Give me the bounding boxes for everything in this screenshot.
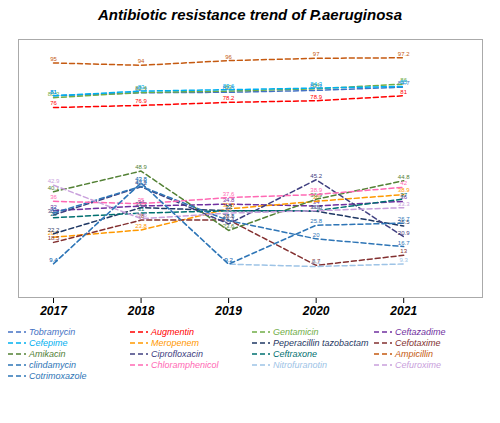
svg-text:81: 81 — [50, 89, 57, 95]
svg-text:31: 31 — [225, 206, 232, 212]
html-text:Ciprofloxacin: Ciprofloxacin — [151, 349, 203, 359]
svg-text:76: 76 — [50, 100, 57, 106]
svg-text:26.4: 26.4 — [222, 216, 235, 223]
svg-text:28.1: 28.1 — [222, 212, 235, 219]
svg-text:26.7: 26.7 — [398, 216, 410, 222]
html-text:Gentamicin: Gentamicin — [273, 327, 319, 337]
svg-text:2018: 2018 — [127, 304, 155, 318]
html-text:Cefuroxime: Cefuroxime — [395, 360, 441, 370]
html-text:clindamycin: clindamycin — [29, 360, 76, 370]
svg-text:20.9: 20.9 — [398, 230, 410, 236]
svg-text:43.8: 43.8 — [135, 176, 147, 182]
html-text:Antibiotic resistance trend of: Antibiotic resistance trend of P.aerugin… — [98, 6, 402, 23]
svg-text:45.2: 45.2 — [310, 173, 322, 179]
svg-text:78.9: 78.9 — [310, 94, 322, 100]
svg-text:76.9: 76.9 — [135, 98, 147, 104]
svg-text:9.4: 9.4 — [49, 257, 58, 263]
svg-text:83: 83 — [138, 84, 145, 90]
svg-text:81: 81 — [400, 89, 407, 95]
svg-text:9.2: 9.2 — [224, 257, 233, 263]
svg-text:16.7: 16.7 — [398, 240, 410, 246]
html-text:Augmentin: Augmentin — [151, 327, 194, 337]
html-text:Chloramphenicol: Chloramphenicol — [151, 360, 219, 370]
svg-text:96: 96 — [225, 54, 232, 60]
svg-text:42: 42 — [400, 180, 407, 186]
svg-text:37: 37 — [400, 192, 407, 198]
svg-text:38.9: 38.9 — [397, 187, 410, 194]
svg-text:94: 94 — [138, 58, 145, 64]
html-text:Tobramycin: Tobramycin — [29, 327, 76, 337]
svg-text:81: 81 — [50, 89, 57, 95]
html-text:Cefotaxime: Cefotaxime — [395, 338, 441, 348]
svg-text:44.8: 44.8 — [398, 174, 410, 180]
html-text:Amikacin: Amikacin — [29, 349, 66, 359]
svg-text:25.8: 25.8 — [310, 218, 322, 224]
html-text:Ampicillin: Ampicillin — [395, 349, 433, 359]
svg-text:31: 31 — [137, 206, 145, 212]
svg-text:9.2: 9.2 — [224, 257, 233, 263]
svg-text:97.2: 97.2 — [398, 51, 410, 57]
svg-text:27.8: 27.8 — [223, 213, 235, 219]
svg-text:2021: 2021 — [389, 304, 417, 318]
html-text:Meropenem: Meropenem — [151, 338, 199, 348]
svg-text:31: 31 — [50, 206, 57, 212]
svg-text:48.9: 48.9 — [135, 164, 147, 170]
svg-text:42.2: 42.2 — [135, 179, 147, 186]
svg-text:32: 32 — [313, 204, 320, 210]
svg-text:13: 13 — [400, 248, 407, 254]
html-text:Ceftraxone: Ceftraxone — [273, 349, 317, 359]
svg-text:8.2: 8.2 — [312, 259, 321, 265]
svg-text:9.3: 9.3 — [400, 257, 409, 263]
svg-text:84.3: 84.3 — [310, 81, 322, 87]
svg-text:2020: 2020 — [302, 304, 330, 318]
html-text:Ceftazadime: Ceftazadime — [395, 327, 446, 337]
svg-text:40.1: 40.1 — [47, 184, 60, 191]
svg-text:23.6: 23.6 — [222, 223, 235, 230]
svg-text:78.2: 78.2 — [223, 95, 235, 101]
svg-text:85: 85 — [400, 79, 407, 85]
svg-text:95: 95 — [50, 56, 57, 62]
html-text:Cefepime: Cefepime — [29, 338, 68, 348]
svg-text:20: 20 — [313, 232, 320, 238]
svg-text:33.3: 33.3 — [398, 201, 410, 207]
svg-text:37.6: 37.6 — [223, 191, 235, 197]
svg-text:38.9: 38.9 — [310, 187, 322, 193]
svg-text:2019: 2019 — [214, 304, 242, 318]
html-text:Peperacillin tazobactam: Peperacillin tazobactam — [273, 338, 369, 348]
svg-text:23.8: 23.8 — [135, 223, 147, 229]
svg-text:84.7: 84.7 — [398, 80, 410, 86]
svg-text:83.6: 83.6 — [223, 83, 235, 89]
svg-text:31.8: 31.8 — [310, 204, 322, 210]
svg-text:97: 97 — [313, 51, 320, 57]
svg-text:2017: 2017 — [39, 304, 68, 318]
html-text:Nitrofuranotin: Nitrofuranotin — [273, 360, 327, 370]
svg-text:22.2: 22.2 — [48, 227, 60, 233]
svg-text:35: 35 — [138, 197, 145, 203]
svg-text:32: 32 — [313, 204, 320, 210]
svg-text:18.5: 18.5 — [48, 235, 60, 241]
svg-text:43.8: 43.8 — [135, 176, 147, 182]
svg-text:9.4: 9.4 — [49, 257, 58, 263]
svg-text:28.6: 28.6 — [135, 212, 147, 218]
html-text:Cotrimoxazole: Cotrimoxazole — [29, 371, 87, 381]
svg-text:36: 36 — [50, 194, 57, 200]
svg-text:42.9: 42.9 — [48, 178, 60, 184]
